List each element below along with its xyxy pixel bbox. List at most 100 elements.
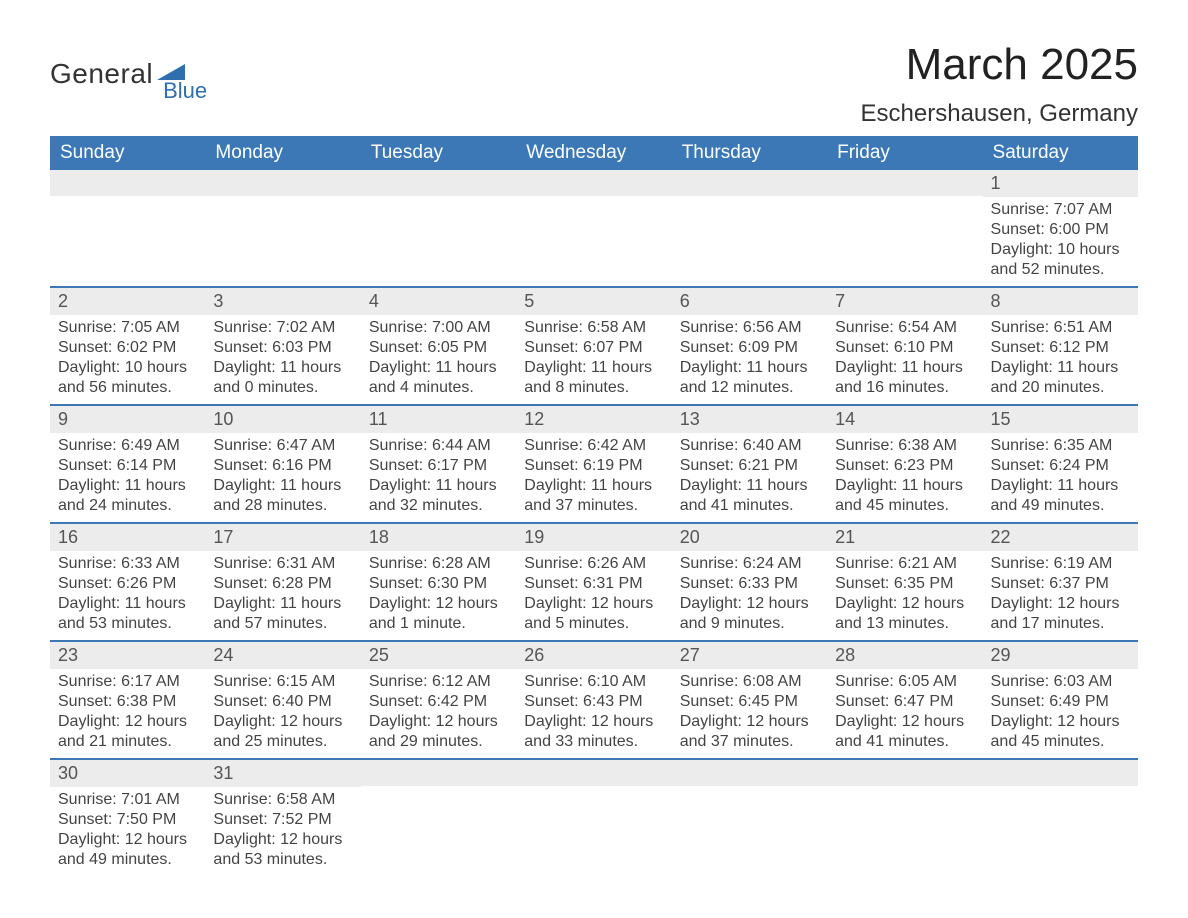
empty-day [827,170,982,196]
day-line-d1: Daylight: 11 hours [524,476,663,496]
day-line-d2: and 56 minutes. [58,378,197,398]
calendar-cell: 18Sunrise: 6:28 AMSunset: 6:30 PMDayligh… [361,523,516,641]
day-line-d1: Daylight: 12 hours [991,594,1130,614]
day-number: 9 [50,406,205,433]
day-line-d1: Daylight: 12 hours [680,594,819,614]
day-line-ss: Sunset: 6:12 PM [991,338,1130,358]
day-line-d2: and 52 minutes. [991,260,1130,280]
day-number: 27 [672,642,827,669]
calendar-cell: 23Sunrise: 6:17 AMSunset: 6:38 PMDayligh… [50,641,205,759]
day-line-d1: Daylight: 11 hours [213,476,352,496]
day-line-d1: Daylight: 11 hours [213,594,352,614]
day-content: Sunrise: 6:40 AMSunset: 6:21 PMDaylight:… [672,433,827,522]
day-content: Sunrise: 6:24 AMSunset: 6:33 PMDaylight:… [672,551,827,640]
day-number: 28 [827,642,982,669]
day-line-d2: and 24 minutes. [58,496,197,516]
day-number: 14 [827,406,982,433]
day-line-sr: Sunrise: 6:08 AM [680,672,819,692]
calendar-cell: 5Sunrise: 6:58 AMSunset: 6:07 PMDaylight… [516,287,671,405]
day-line-ss: Sunset: 6:00 PM [991,220,1130,240]
day-content: Sunrise: 6:58 AMSunset: 6:07 PMDaylight:… [516,315,671,404]
day-line-d1: Daylight: 11 hours [58,476,197,496]
day-line-ss: Sunset: 6:35 PM [835,574,974,594]
day-content: Sunrise: 6:19 AMSunset: 6:37 PMDaylight:… [983,551,1138,640]
day-line-d2: and 4 minutes. [369,378,508,398]
day-line-ss: Sunset: 6:10 PM [835,338,974,358]
day-line-d1: Daylight: 12 hours [58,712,197,732]
day-line-ss: Sunset: 6:03 PM [213,338,352,358]
day-number: 13 [672,406,827,433]
day-content: Sunrise: 6:08 AMSunset: 6:45 PMDaylight:… [672,669,827,758]
empty-day [516,760,671,786]
calendar-cell: 6Sunrise: 6:56 AMSunset: 6:09 PMDaylight… [672,287,827,405]
day-line-d2: and 37 minutes. [680,732,819,752]
day-line-d2: and 49 minutes. [991,496,1130,516]
day-line-ss: Sunset: 6:19 PM [524,456,663,476]
day-line-sr: Sunrise: 6:49 AM [58,436,197,456]
day-content: Sunrise: 6:56 AMSunset: 6:09 PMDaylight:… [672,315,827,404]
day-line-d1: Daylight: 11 hours [835,476,974,496]
calendar-week: 23Sunrise: 6:17 AMSunset: 6:38 PMDayligh… [50,641,1138,759]
day-line-d2: and 1 minute. [369,614,508,634]
calendar-cell: 16Sunrise: 6:33 AMSunset: 6:26 PMDayligh… [50,523,205,641]
calendar-cell: 13Sunrise: 6:40 AMSunset: 6:21 PMDayligh… [672,405,827,523]
day-line-sr: Sunrise: 6:10 AM [524,672,663,692]
weekday-header: Tuesday [361,136,516,170]
calendar-cell [516,170,671,287]
empty-day [672,760,827,786]
day-content: Sunrise: 6:28 AMSunset: 6:30 PMDaylight:… [361,551,516,640]
calendar-cell [672,170,827,287]
day-line-ss: Sunset: 6:09 PM [680,338,819,358]
calendar-cell [50,170,205,287]
calendar-cell: 3Sunrise: 7:02 AMSunset: 6:03 PMDaylight… [205,287,360,405]
day-line-d2: and 28 minutes. [213,496,352,516]
day-line-ss: Sunset: 6:24 PM [991,456,1130,476]
calendar-cell: 21Sunrise: 6:21 AMSunset: 6:35 PMDayligh… [827,523,982,641]
day-line-d1: Daylight: 11 hours [524,358,663,378]
day-line-sr: Sunrise: 7:05 AM [58,318,197,338]
day-line-d2: and 21 minutes. [58,732,197,752]
day-number: 12 [516,406,671,433]
day-line-ss: Sunset: 6:23 PM [835,456,974,476]
day-content: Sunrise: 6:47 AMSunset: 6:16 PMDaylight:… [205,433,360,522]
day-line-ss: Sunset: 6:37 PM [991,574,1130,594]
weekday-header: Saturday [983,136,1138,170]
day-number: 16 [50,524,205,551]
day-line-d1: Daylight: 11 hours [213,358,352,378]
day-line-sr: Sunrise: 6:40 AM [680,436,819,456]
day-line-d2: and 53 minutes. [213,850,352,870]
calendar-cell: 22Sunrise: 6:19 AMSunset: 6:37 PMDayligh… [983,523,1138,641]
day-content: Sunrise: 6:03 AMSunset: 6:49 PMDaylight:… [983,669,1138,758]
day-line-d1: Daylight: 12 hours [369,594,508,614]
day-line-d2: and 0 minutes. [213,378,352,398]
day-number: 21 [827,524,982,551]
day-line-d2: and 25 minutes. [213,732,352,752]
logo: General Blue [50,40,207,104]
day-line-ss: Sunset: 6:02 PM [58,338,197,358]
calendar-cell [361,170,516,287]
day-line-ss: Sunset: 6:40 PM [213,692,352,712]
calendar-cell: 2Sunrise: 7:05 AMSunset: 6:02 PMDaylight… [50,287,205,405]
day-content: Sunrise: 7:01 AMSunset: 7:50 PMDaylight:… [50,787,205,876]
day-content: Sunrise: 6:21 AMSunset: 6:35 PMDaylight:… [827,551,982,640]
calendar-cell: 28Sunrise: 6:05 AMSunset: 6:47 PMDayligh… [827,641,982,759]
logo-text-general: General [50,58,153,90]
day-line-d2: and 53 minutes. [58,614,197,634]
day-line-d2: and 5 minutes. [524,614,663,634]
day-line-d2: and 57 minutes. [213,614,352,634]
day-line-sr: Sunrise: 6:56 AM [680,318,819,338]
empty-day [672,170,827,196]
day-line-d2: and 8 minutes. [524,378,663,398]
day-content: Sunrise: 6:51 AMSunset: 6:12 PMDaylight:… [983,315,1138,404]
title-block: March 2025 Eschershausen, Germany [861,40,1138,128]
day-content: Sunrise: 6:38 AMSunset: 6:23 PMDaylight:… [827,433,982,522]
day-line-d2: and 45 minutes. [991,732,1130,752]
day-content: Sunrise: 6:05 AMSunset: 6:47 PMDaylight:… [827,669,982,758]
day-line-d1: Daylight: 11 hours [369,476,508,496]
day-number: 8 [983,288,1138,315]
day-line-d1: Daylight: 11 hours [58,594,197,614]
day-line-d1: Daylight: 11 hours [991,358,1130,378]
empty-day [516,170,671,196]
day-content: Sunrise: 7:02 AMSunset: 6:03 PMDaylight:… [205,315,360,404]
day-line-sr: Sunrise: 6:21 AM [835,554,974,574]
